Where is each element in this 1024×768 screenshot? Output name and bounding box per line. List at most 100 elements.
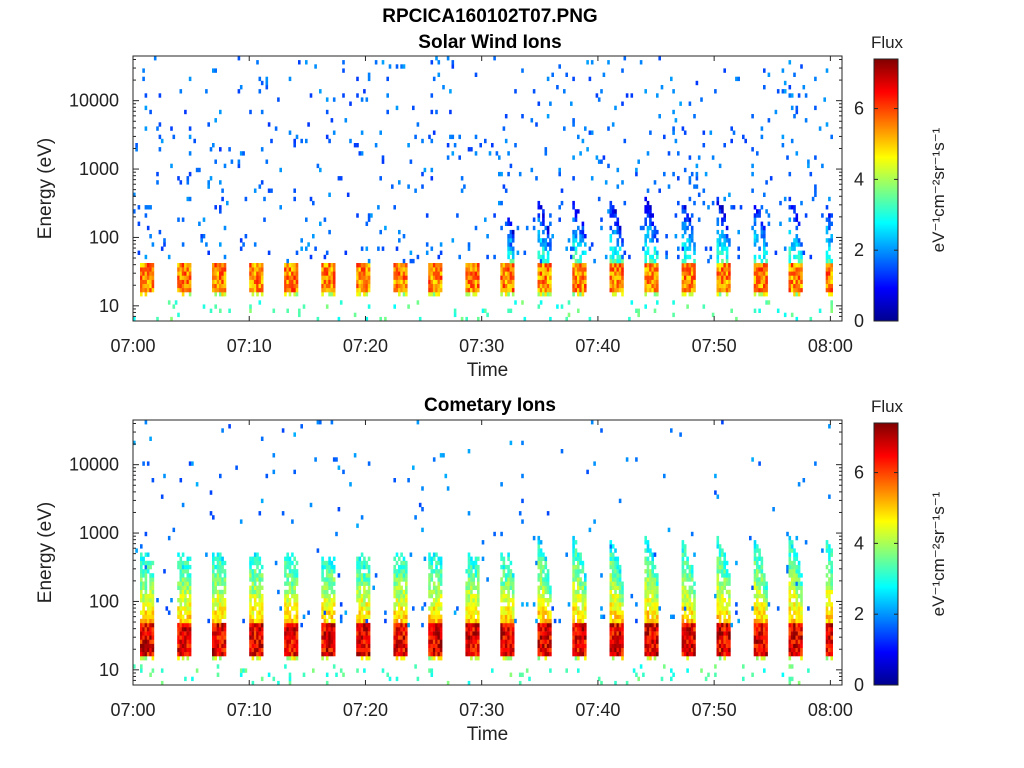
- flux-cell: [465, 267, 468, 272]
- flux-cell: [467, 618, 471, 624]
- flux-cell: [284, 598, 287, 603]
- flux-cell: [646, 279, 650, 284]
- flux-cell: [430, 287, 434, 293]
- flux-cell: [212, 279, 215, 284]
- flux-cell: [737, 246, 740, 251]
- flux-cell: [223, 585, 227, 590]
- flux-cell: [765, 209, 768, 214]
- panel-title-cometary: Cometary Ions: [424, 395, 556, 416]
- flux-cell: [721, 610, 724, 615]
- flux-cell: [437, 610, 441, 615]
- flux-cell: [472, 614, 475, 619]
- flux-cell: [614, 573, 617, 578]
- flux-cell: [758, 606, 761, 611]
- flux-cell: [686, 577, 689, 582]
- flux-cell: [349, 138, 352, 144]
- flux-cell: [179, 564, 183, 570]
- flux-cell: [763, 618, 766, 624]
- flux-cell: [428, 292, 431, 297]
- flux-cell: [293, 279, 296, 284]
- flux-cell: [579, 271, 582, 276]
- flux-cell: [286, 593, 289, 599]
- flux-cell: [330, 267, 334, 272]
- flux-cell: [474, 631, 478, 636]
- flux-cell: [149, 614, 152, 619]
- flux-cell: [511, 643, 515, 648]
- flux-cell: [542, 602, 545, 607]
- flux-cell: [537, 643, 541, 648]
- flux-cell: [611, 631, 615, 636]
- flux-cell: [728, 643, 731, 648]
- flux-cell: [140, 668, 143, 673]
- flux-cell: [574, 540, 578, 545]
- flux-cell: [825, 548, 829, 553]
- flux-cell: [286, 267, 289, 272]
- flux-cell: [611, 564, 615, 570]
- flux-cell: [765, 631, 768, 636]
- flux-cell: [537, 606, 541, 611]
- flux-cell: [828, 631, 831, 636]
- flux-cell: [718, 263, 722, 268]
- flux-cell: [400, 598, 403, 603]
- flux-cell: [374, 143, 378, 148]
- flux-cell: [323, 610, 327, 615]
- flux-cell: [502, 581, 506, 586]
- flux-cell: [614, 209, 617, 214]
- flux-cell: [188, 577, 192, 582]
- flux-cell: [486, 577, 489, 582]
- flux-cell: [288, 292, 292, 297]
- flux-cell: [567, 300, 571, 305]
- flux-cell: [572, 622, 575, 628]
- flux-cell: [395, 656, 399, 661]
- flux-cell: [456, 213, 459, 218]
- flux-cell: [609, 283, 613, 289]
- flux-cell: [432, 581, 436, 586]
- flux-cell: [493, 254, 496, 260]
- flux-cell: [521, 498, 524, 504]
- flux-cell: [537, 560, 541, 566]
- flux-cell: [611, 618, 615, 624]
- flux-cell: [542, 635, 545, 640]
- flux-cell: [358, 151, 362, 156]
- flux-cell: [435, 627, 438, 632]
- flux-cell: [646, 643, 650, 648]
- flux-cell: [800, 618, 803, 624]
- colorbar-tick-label: 2: [854, 240, 864, 260]
- flux-cell: [223, 610, 227, 615]
- flux-cell: [432, 589, 436, 595]
- flux-cell: [258, 606, 262, 611]
- flux-cell: [421, 171, 424, 177]
- flux-cell: [398, 292, 401, 297]
- flux-cell: [179, 639, 183, 644]
- flux-cell: [614, 610, 617, 615]
- flux-cell: [253, 560, 257, 566]
- flux-cell: [142, 76, 145, 82]
- flux-cell: [502, 635, 506, 640]
- flux-cell: [509, 275, 513, 280]
- flux-cell: [509, 577, 513, 582]
- flux-cell: [765, 283, 768, 289]
- flux-cell: [186, 643, 190, 648]
- flux-cell: [360, 639, 364, 644]
- flux-cell: [253, 622, 257, 628]
- flux-cell: [367, 271, 371, 276]
- flux-cell: [467, 602, 471, 607]
- flux-cell: [467, 556, 471, 561]
- flux-cell: [407, 622, 410, 628]
- flux-cell: [395, 105, 399, 111]
- flux-cell: [291, 627, 294, 632]
- flux-cell: [260, 271, 264, 276]
- flux-cell: [188, 631, 192, 636]
- flux-cell: [795, 643, 799, 648]
- flux-cell: [609, 279, 613, 284]
- flux-cell: [430, 109, 434, 115]
- flux-cell: [363, 585, 366, 590]
- flux-cell: [402, 569, 406, 574]
- flux-cell: [184, 560, 187, 566]
- flux-cell: [581, 598, 585, 603]
- flux-cell: [758, 585, 761, 590]
- flux-cell: [140, 618, 143, 624]
- flux-cell: [765, 292, 768, 297]
- flux-cell: [681, 209, 685, 214]
